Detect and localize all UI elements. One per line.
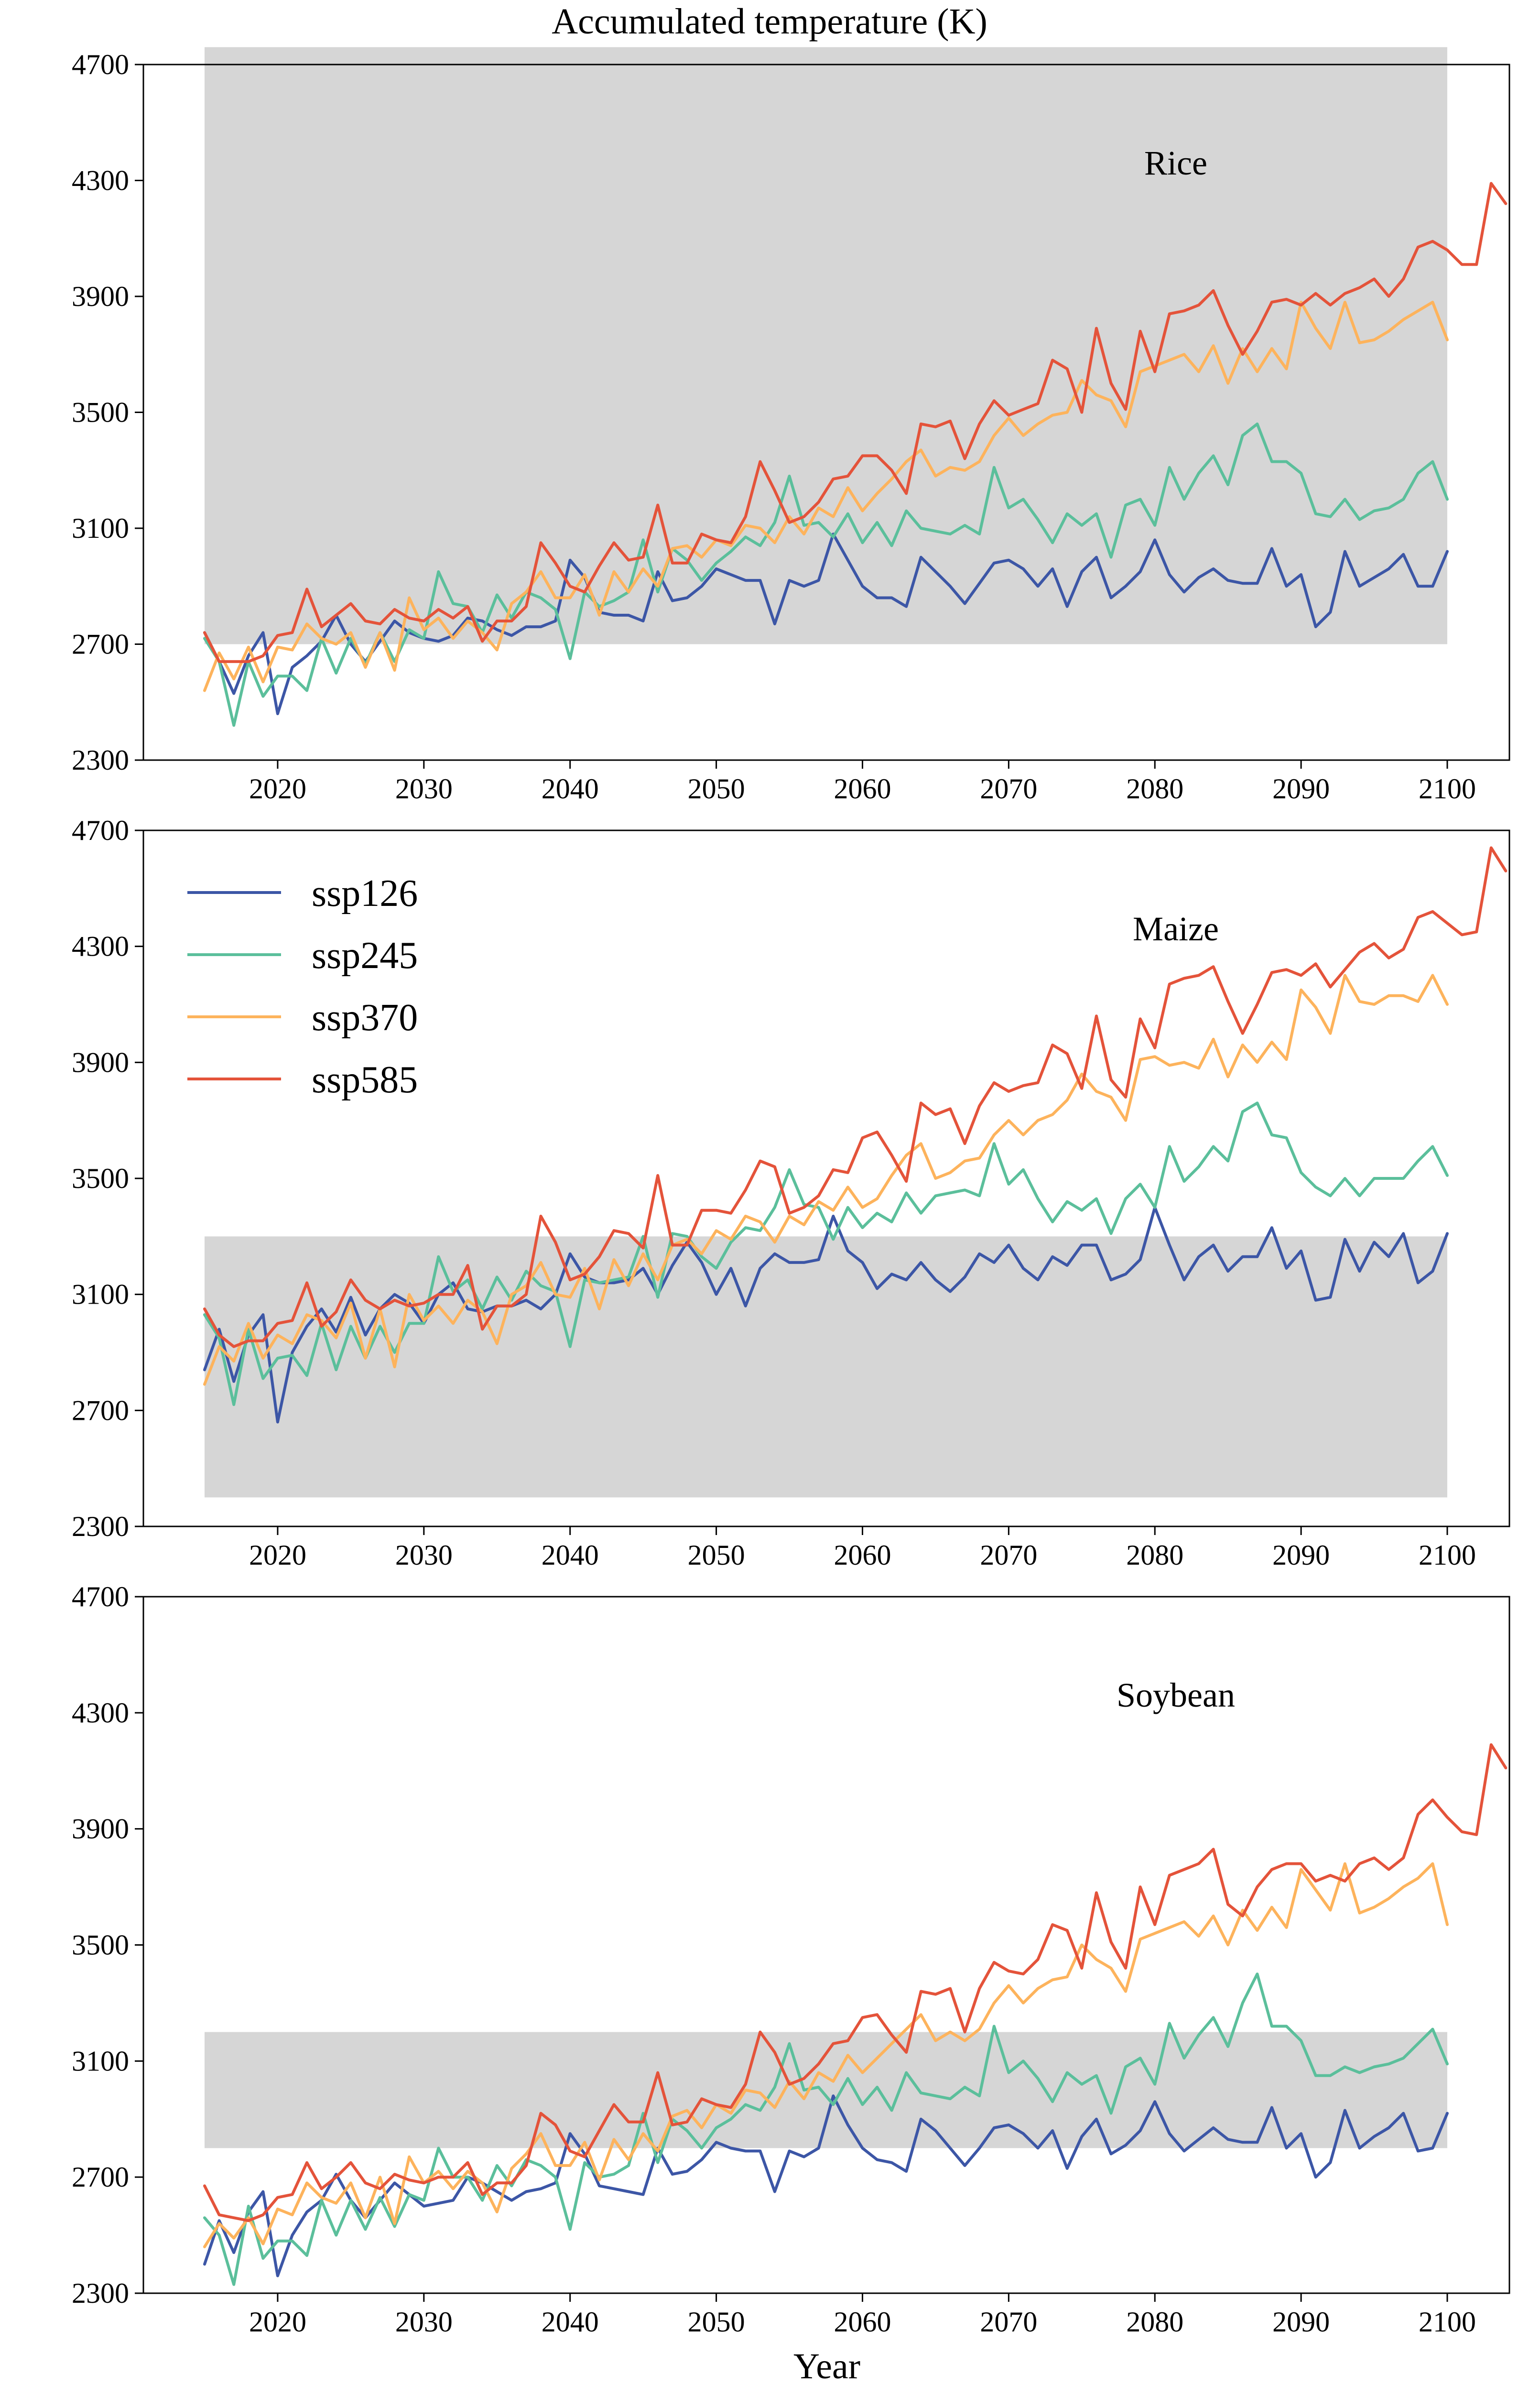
y-tick-label: 3100 (72, 1279, 129, 1310)
shaded-band (205, 1236, 1447, 1498)
y-tick-label: 4300 (72, 931, 129, 962)
shaded-band (205, 47, 1447, 644)
x-tick-label: 2050 (688, 1539, 745, 1571)
x-tick-label: 2080 (1126, 773, 1183, 805)
y-tick-label: 4300 (72, 165, 129, 196)
y-tick-label: 2300 (72, 2277, 129, 2309)
series-line-ssp370 (203, 974, 1449, 1386)
y-tick-label: 3900 (72, 1046, 129, 1078)
legend-label-ssp370: ssp370 (312, 997, 418, 1039)
series-line-ssp585 (203, 182, 1507, 663)
x-tick-label: 2100 (1419, 1539, 1476, 1571)
series-line-ssp245 (203, 1972, 1449, 2286)
series-line-ssp370 (203, 1862, 1449, 2248)
y-tick-label: 4300 (72, 1697, 129, 1729)
x-tick-label: 2040 (542, 2306, 599, 2338)
series-line-ssp370 (203, 301, 1449, 692)
y-tick-label: 4700 (72, 49, 129, 80)
y-tick-label: 2300 (72, 744, 129, 776)
x-tick-label: 2020 (249, 1539, 306, 1571)
x-tick-label: 2060 (834, 2306, 891, 2338)
y-tick-label: 3900 (72, 1813, 129, 1845)
series-line-ssp126 (203, 533, 1449, 715)
x-tick-label: 2020 (249, 773, 306, 805)
x-tick-label: 2040 (542, 773, 599, 805)
panel-maize: 2300 2700 3100 3500 3900 4300 4700 2020 2030 2040… (72, 815, 1510, 1571)
series-line-ssp245 (203, 422, 1449, 727)
x-tick-label: 2080 (1126, 2306, 1183, 2338)
x-tick-label: 2070 (980, 2306, 1037, 2338)
x-tick-label: 2080 (1126, 1539, 1183, 1571)
x-tick-label: 2070 (980, 1539, 1037, 1571)
x-tick-label: 2090 (1272, 2306, 1330, 2338)
series-line-ssp245 (203, 1101, 1449, 1406)
x-tick-label: 2030 (395, 773, 453, 805)
series-line-ssp585 (203, 1743, 1507, 2222)
y-tick-label: 3500 (72, 1163, 129, 1194)
y-tick-label: 3100 (72, 2045, 129, 2077)
x-tick-label: 2020 (249, 2306, 306, 2338)
panel-label: Maize (1133, 910, 1219, 948)
figure-title: Accumulated temperature (K) (552, 1, 987, 42)
x-tick-label: 2050 (688, 2306, 745, 2338)
legend-label-ssp126: ssp126 (312, 872, 418, 915)
series-line-ssp585 (203, 846, 1507, 1348)
y-tick-label: 3100 (72, 512, 129, 544)
x-tick-label: 2100 (1419, 2306, 1476, 2338)
legend-label-ssp585: ssp585 (312, 1059, 418, 1101)
x-axis-title: Year (793, 2346, 860, 2385)
panel-rice: 2300 2700 3100 3500 3900 4300 4700 2020 2030 2040… (72, 47, 1510, 805)
y-tick-label: 4700 (72, 1581, 129, 1612)
x-tick-label: 2060 (834, 773, 891, 805)
x-tick-label: 2090 (1272, 1539, 1330, 1571)
y-tick-label: 2700 (72, 629, 129, 660)
y-tick-label: 3500 (72, 397, 129, 428)
x-tick-label: 2030 (395, 2306, 453, 2338)
x-tick-label: 2050 (688, 773, 745, 805)
legend-label-ssp245: ssp245 (312, 935, 418, 977)
panel-soybean: 2300 2700 3100 3500 3900 4300 4700 2020 2030 2040… (72, 1581, 1510, 2338)
x-tick-label: 2040 (542, 1539, 599, 1571)
panel-label: Soybean (1117, 1676, 1235, 1714)
y-tick-label: 3900 (72, 281, 129, 312)
x-tick-label: 2090 (1272, 773, 1330, 805)
x-tick-label: 2060 (834, 1539, 891, 1571)
y-tick-label: 2300 (72, 1511, 129, 1542)
y-tick-label: 2700 (72, 1394, 129, 1426)
panel-label: Rice (1144, 144, 1207, 182)
y-tick-label: 4700 (72, 815, 129, 846)
y-tick-label: 3500 (72, 1929, 129, 1961)
x-tick-label: 2070 (980, 773, 1037, 805)
x-tick-label: 2030 (395, 1539, 453, 1571)
x-tick-label: 2100 (1419, 773, 1476, 805)
y-tick-label: 2700 (72, 2161, 129, 2193)
